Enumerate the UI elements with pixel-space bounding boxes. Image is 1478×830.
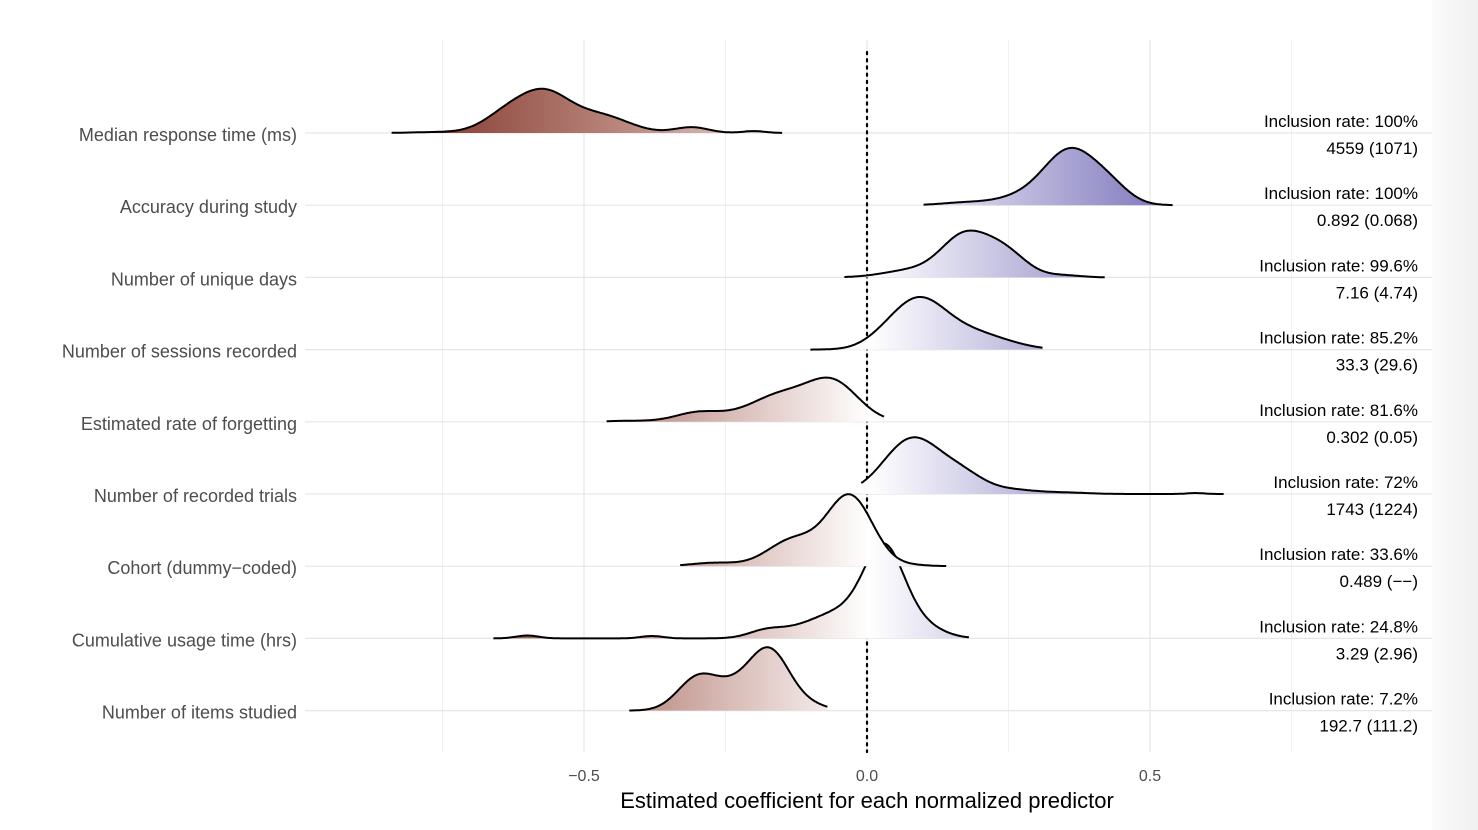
ridge-outline xyxy=(680,493,947,568)
summary-label: 1743 (1224) xyxy=(1326,500,1418,519)
ridge-fill xyxy=(493,543,969,639)
ridge-outline xyxy=(629,646,828,712)
x-tick-label: −0.5 xyxy=(568,768,600,785)
y-axis-label: Cumulative usage time (hrs) xyxy=(72,630,297,650)
summary-label: 33.3 (29.6) xyxy=(1336,356,1418,375)
ridge-fill xyxy=(923,147,1173,206)
inclusion-rate-label: Inclusion rate: 100% xyxy=(1264,184,1418,203)
y-axis-labels: Median response time (ms) Accuracy during… xyxy=(62,125,297,723)
inclusion-rate-label: Inclusion rate: 24.8% xyxy=(1259,617,1418,636)
ridge-fill xyxy=(680,494,947,567)
density-ridges xyxy=(391,87,1224,712)
ridge-1 xyxy=(923,146,1173,207)
ridge-outline xyxy=(810,296,1043,351)
y-axis-label: Number of items studied xyxy=(102,703,297,723)
ridge-0 xyxy=(391,87,783,134)
inclusion-rate-label: Inclusion rate: 33.6% xyxy=(1259,545,1418,564)
x-tick-label: 0.0 xyxy=(856,768,878,785)
y-axis-label: Median response time (ms) xyxy=(79,125,297,145)
summary-label: 0.892 (0.068) xyxy=(1317,211,1418,230)
summary-label: 192.7 (111.2) xyxy=(1319,717,1418,736)
ridge-4 xyxy=(606,376,885,423)
x-tick-label: 0.5 xyxy=(1139,768,1161,785)
ridge-5 xyxy=(860,436,1224,495)
x-axis-title: Estimated coefficient for each normalize… xyxy=(620,788,1114,813)
ridge-fill xyxy=(844,230,1105,278)
ridge-outline xyxy=(860,436,1224,495)
ridge-7 xyxy=(493,542,970,640)
inclusion-annotations: Inclusion rate: 100% 4559 (1071) Inclusion… xyxy=(1259,112,1418,736)
ridge-outline xyxy=(606,376,885,423)
y-axis-label: Number of sessions recorded xyxy=(62,342,297,362)
y-axis-label: Number of recorded trials xyxy=(94,486,297,506)
summary-label: 3.29 (2.96) xyxy=(1336,644,1418,663)
inclusion-rate-label: Inclusion rate: 85.2% xyxy=(1259,329,1418,348)
ridge-fill xyxy=(606,377,884,422)
summary-label: 0.489 (−−) xyxy=(1340,572,1418,591)
y-axis-label: Estimated rate of forgetting xyxy=(81,414,297,434)
ridge-8 xyxy=(629,646,828,712)
y-axis-label: Cohort (dummy−coded) xyxy=(107,558,297,578)
ridge-fill xyxy=(810,297,1043,350)
ridge-fill xyxy=(391,88,783,133)
ridge-3 xyxy=(810,296,1043,351)
y-axis-label: Accuracy during study xyxy=(120,197,297,217)
ridge-outline xyxy=(923,146,1173,207)
grid xyxy=(305,40,1432,752)
ridge-fill xyxy=(861,437,1224,494)
summary-label: 0.302 (0.05) xyxy=(1326,428,1418,447)
ridgeline-chart: Median response time (ms) Accuracy during… xyxy=(62,40,1432,813)
ridge-fill xyxy=(629,647,828,711)
summary-label: 4559 (1071) xyxy=(1326,139,1418,158)
ridge-6 xyxy=(680,493,947,568)
inclusion-rate-label: Inclusion rate: 81.6% xyxy=(1259,401,1418,420)
x-axis-ticks: −0.5 0.0 0.5 xyxy=(568,768,1161,785)
ridge-outline xyxy=(493,542,970,640)
ridge-outline xyxy=(391,87,783,134)
ridge-2 xyxy=(844,229,1105,279)
ridge-outline xyxy=(844,229,1105,279)
inclusion-rate-label: Inclusion rate: 7.2% xyxy=(1269,690,1418,709)
inclusion-rate-label: Inclusion rate: 100% xyxy=(1264,112,1418,131)
summary-label: 7.16 (4.74) xyxy=(1336,283,1418,302)
inclusion-rate-label: Inclusion rate: 99.6% xyxy=(1259,256,1418,275)
y-axis-label: Number of unique days xyxy=(111,269,297,289)
inclusion-rate-label: Inclusion rate: 72% xyxy=(1273,473,1418,492)
window-edge-shade xyxy=(1432,0,1478,830)
